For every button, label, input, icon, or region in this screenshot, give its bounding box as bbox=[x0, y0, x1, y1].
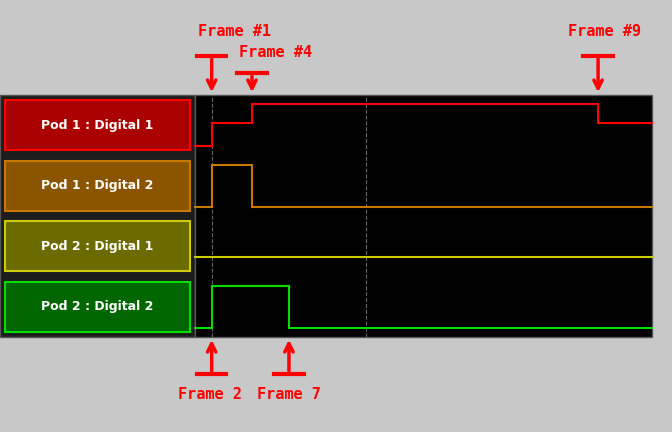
Bar bbox=[0, 95, 195, 337]
Text: Frame #9: Frame #9 bbox=[568, 24, 641, 39]
Bar bbox=[5, 221, 190, 271]
Text: Pod 1 : Digital 2: Pod 1 : Digital 2 bbox=[41, 179, 154, 192]
Text: Frame #4: Frame #4 bbox=[239, 45, 312, 60]
Text: Pod 2 : Digital 1: Pod 2 : Digital 1 bbox=[41, 240, 154, 253]
Text: Frame 7: Frame 7 bbox=[257, 387, 321, 402]
Text: Frame #1: Frame #1 bbox=[198, 24, 271, 39]
Text: Pod 1 : Digital 1: Pod 1 : Digital 1 bbox=[41, 119, 154, 132]
Bar bbox=[5, 100, 190, 150]
Bar bbox=[5, 282, 190, 332]
Text: Frame 2: Frame 2 bbox=[178, 387, 242, 402]
Bar bbox=[195, 95, 652, 337]
Bar bbox=[5, 161, 190, 211]
Text: Pod 2 : Digital 2: Pod 2 : Digital 2 bbox=[41, 300, 154, 313]
